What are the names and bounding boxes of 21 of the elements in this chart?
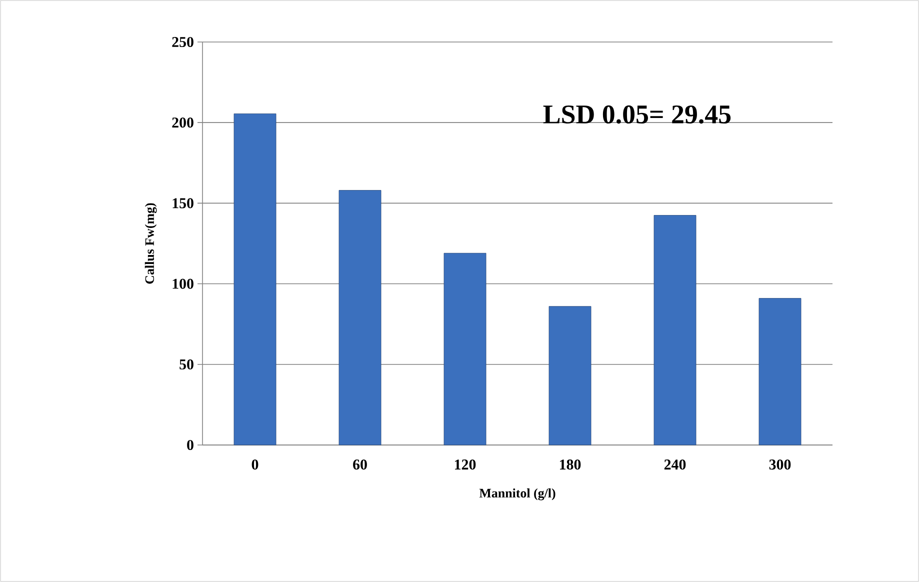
x-tick-label: 120 [455, 460, 476, 470]
y-tick-label: 50 [180, 359, 194, 370]
x-axis-title: Mannitol (g/l) [479, 488, 556, 500]
x-tick-label: 60 [353, 460, 367, 470]
y-tick-label: 150 [172, 198, 194, 208]
x-tick-label: 0 [252, 460, 258, 470]
y-tick-label: 250 [172, 36, 194, 48]
bar [758, 298, 802, 446]
x-tick-label: 240 [664, 460, 686, 470]
y-tick-label: 100 [172, 278, 194, 289]
bar [234, 114, 276, 446]
bar [654, 215, 696, 446]
bar [444, 252, 486, 446]
y-tick-label: 200 [172, 118, 194, 128]
y-axis-title: Callus Fw(mg) [144, 203, 157, 284]
x-tick-label: 300 [769, 460, 791, 470]
bar [548, 306, 592, 446]
bar [338, 190, 382, 446]
y-tick-label: 0 [187, 440, 194, 450]
x-tick-label: 180 [560, 460, 581, 470]
annotation: LSD 0.05= 29.45 [543, 105, 731, 124]
